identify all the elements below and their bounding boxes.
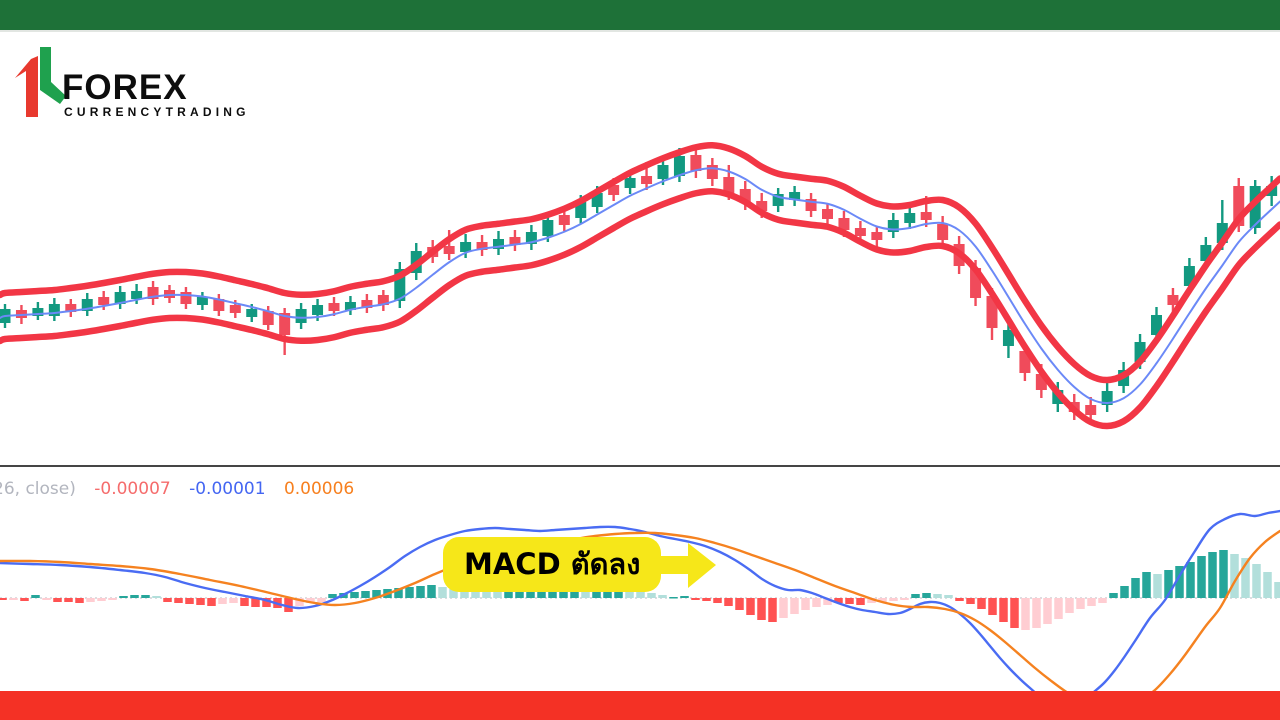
logo-candlestick-icon	[15, 47, 66, 117]
signal-value: -0.00001	[189, 479, 266, 499]
macd-cross-down-callout: MACD ตัดลง	[443, 537, 662, 592]
brand-logo: FOREX CURRENCYTRADING	[15, 46, 355, 120]
macd-value: -0.00007	[94, 479, 171, 499]
top-accent-bar	[0, 0, 1280, 32]
panel-separator	[0, 465, 1280, 467]
logo-subtitle: CURRENCYTRADING	[64, 105, 250, 119]
histogram-value: 0.00006	[283, 479, 355, 499]
logo-title: FOREX	[62, 68, 188, 107]
bottom-accent-bar	[0, 691, 1280, 720]
macd-indicator-label: 26, close)	[0, 479, 76, 499]
macd-status-line: 26, close) -0.00007 -0.00001 0.00006	[0, 479, 367, 499]
right-arrow-icon	[659, 543, 716, 588]
